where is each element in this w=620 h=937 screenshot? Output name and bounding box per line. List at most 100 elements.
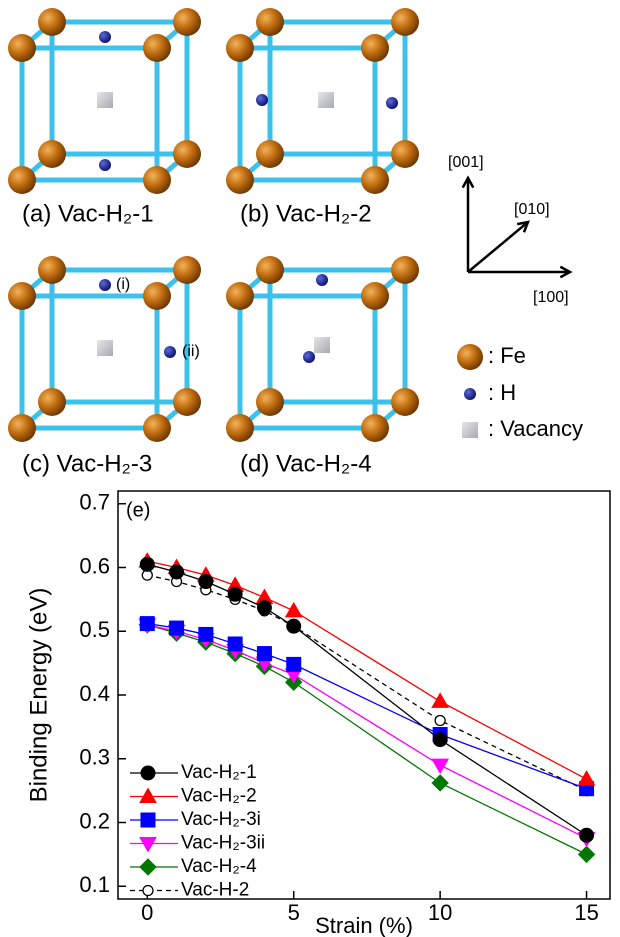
fe-atom — [256, 8, 284, 36]
marker — [140, 557, 154, 571]
series-line — [147, 561, 586, 779]
y-tick-label: 0.5 — [79, 617, 110, 642]
x-tick-label: 5 — [288, 900, 300, 925]
fe-atom — [8, 282, 36, 310]
fe-atom — [173, 256, 201, 284]
y-tick-label: 0.1 — [79, 872, 110, 897]
marker — [228, 637, 242, 651]
fe-atom — [8, 166, 36, 194]
fe-atom — [8, 414, 36, 442]
y-tick-label: 0.3 — [79, 745, 110, 770]
legend-label: Vac-H₂-1 — [181, 762, 257, 783]
vacancy — [97, 92, 113, 108]
legend-marker — [140, 838, 156, 852]
marker — [432, 693, 448, 707]
marker — [257, 647, 271, 661]
legend-h — [464, 388, 476, 400]
legend-text: : Fe — [488, 343, 526, 368]
fe-atom — [173, 140, 201, 168]
fe-atom — [391, 8, 419, 36]
panel-label: (a) Vac-H₂-1 — [22, 200, 154, 227]
fe-atom — [361, 414, 389, 442]
legend-label: Vac-H₂-2 — [181, 786, 257, 807]
fe-atom — [256, 256, 284, 284]
h-atom — [386, 97, 398, 109]
marker — [257, 601, 271, 615]
direction-label: [100] — [533, 289, 569, 306]
page: (i)(ii)(a) Vac-H₂-1(b) Vac-H₂-2(c) Vac-H… — [0, 0, 620, 937]
marker — [287, 657, 301, 671]
fe-atom — [38, 140, 66, 168]
axis-arrow — [468, 222, 528, 272]
figure: (i)(ii)(a) Vac-H₂-1(b) Vac-H₂-2(c) Vac-H… — [0, 0, 620, 937]
h-atom — [316, 274, 328, 286]
fe-atom — [256, 388, 284, 416]
marker — [579, 846, 595, 862]
fe-atom — [226, 34, 254, 62]
h-atom — [99, 159, 111, 171]
fe-atom — [38, 388, 66, 416]
vacancy — [97, 340, 113, 356]
marker — [228, 587, 242, 601]
legend-marker — [141, 766, 155, 780]
legend-marker — [141, 813, 155, 827]
fe-atom — [226, 166, 254, 194]
marker — [199, 627, 213, 641]
fe-atom — [391, 256, 419, 284]
legend-label: Vac-H₂-4 — [181, 856, 257, 877]
fe-atom — [361, 282, 389, 310]
h-atom — [303, 351, 315, 363]
fe-atom — [38, 256, 66, 284]
fe-atom — [391, 388, 419, 416]
fe-atom — [143, 414, 171, 442]
legend-fe — [457, 344, 483, 370]
h-atom — [99, 31, 111, 43]
legend-label: Vac-H-2 — [181, 880, 249, 901]
panel-label: (b) Vac-H₂-2 — [240, 200, 372, 227]
x-tick-label: 15 — [574, 900, 598, 925]
legend-label: Vac-H₂-3i — [181, 809, 261, 830]
fe-atom — [226, 282, 254, 310]
panel-label: (c) Vac-H₂-3 — [22, 450, 152, 477]
fe-atom — [391, 140, 419, 168]
direction-label: [010] — [514, 201, 550, 218]
x-axis-title: Strain (%) — [315, 913, 413, 937]
direction-label: [001] — [448, 154, 484, 171]
y-tick-label: 0.4 — [79, 681, 110, 706]
h-atom — [164, 346, 176, 358]
site-label: (ii) — [182, 343, 200, 360]
y-axis-title: Binding Energy (eV) — [25, 588, 52, 803]
y-tick-label: 0.6 — [79, 553, 110, 578]
fe-atom — [143, 166, 171, 194]
marker — [170, 565, 184, 579]
fe-atom — [256, 140, 284, 168]
fe-atom — [173, 8, 201, 36]
fe-atom — [8, 34, 36, 62]
marker — [286, 603, 302, 617]
legend-text: : Vacancy — [488, 416, 583, 441]
fe-atom — [143, 282, 171, 310]
legend-label: Vac-H₂-3ii — [181, 833, 265, 854]
fe-atom — [38, 8, 66, 36]
h-atom — [256, 94, 268, 106]
legend-marker — [143, 886, 153, 896]
legend-vacancy — [462, 422, 478, 438]
fe-atom — [361, 34, 389, 62]
legend-marker — [140, 789, 156, 803]
vacancy — [314, 337, 330, 353]
marker — [432, 759, 448, 773]
fe-atom — [361, 166, 389, 194]
h-atom — [99, 279, 111, 291]
panel-label: (d) Vac-H₂-4 — [240, 450, 372, 477]
fe-atom — [143, 34, 171, 62]
vacancy — [318, 92, 334, 108]
marker — [432, 775, 448, 791]
fe-atom — [226, 414, 254, 442]
legend-text: : H — [488, 380, 516, 405]
marker — [199, 575, 213, 589]
y-tick-label: 0.7 — [79, 490, 110, 515]
marker — [580, 828, 594, 842]
fe-atom — [173, 388, 201, 416]
panel-label: (e) — [126, 499, 150, 521]
y-tick-label: 0.2 — [79, 808, 110, 833]
